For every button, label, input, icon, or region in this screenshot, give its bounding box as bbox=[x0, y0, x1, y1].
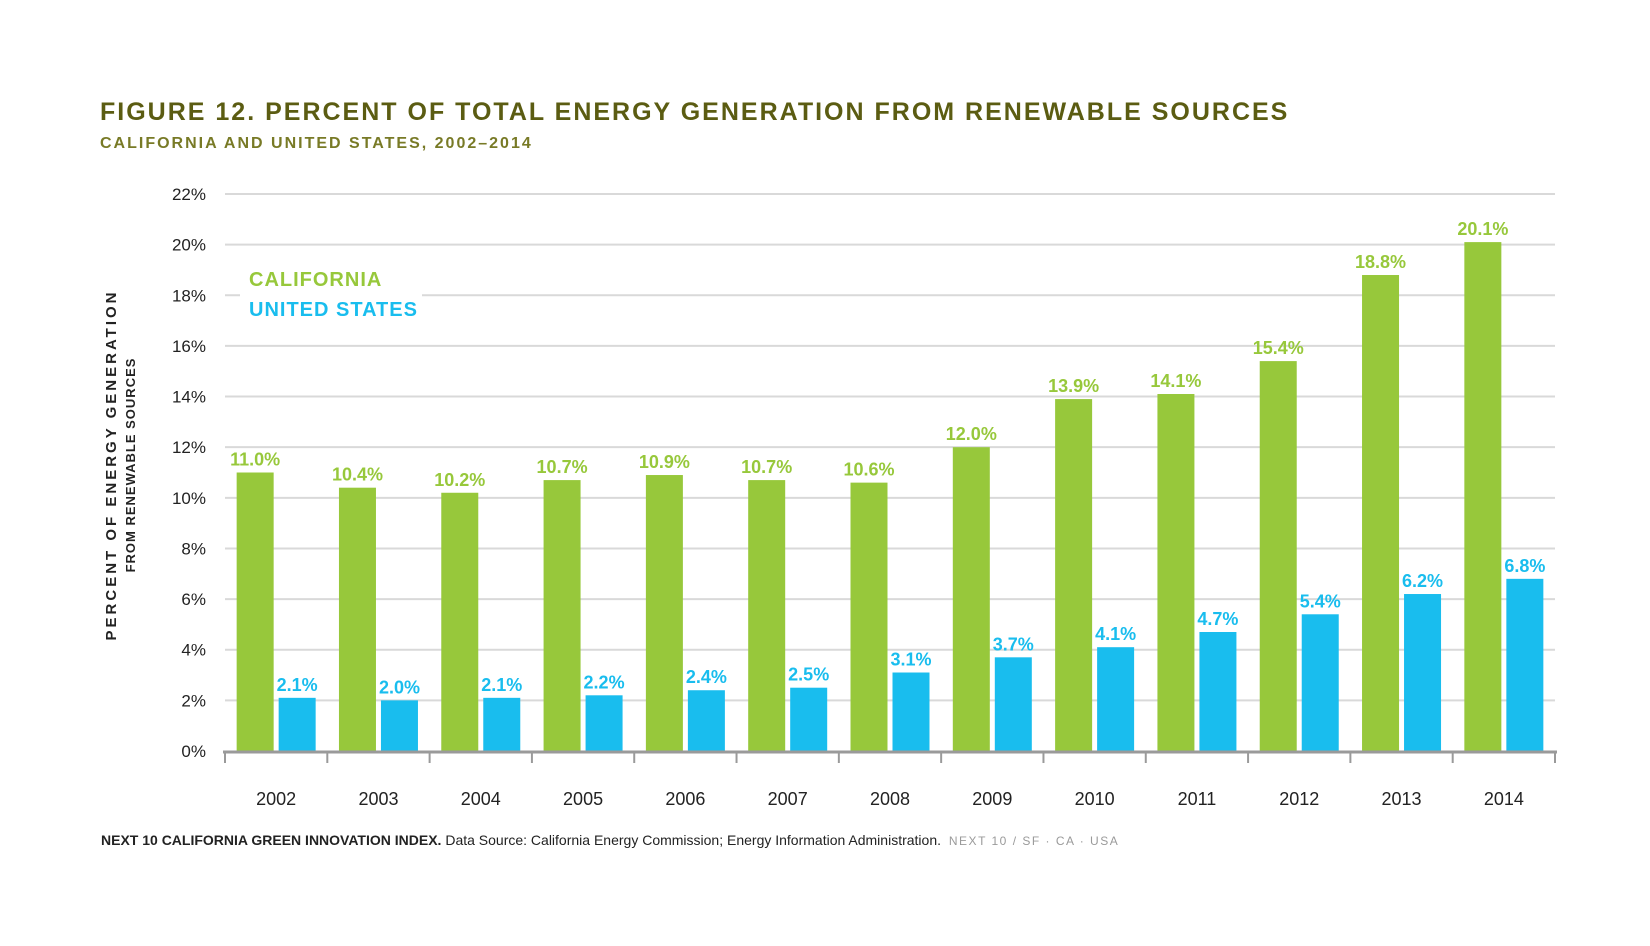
bar-united-states-2013 bbox=[1404, 594, 1442, 751]
y-tick-label: 22% bbox=[172, 185, 206, 204]
x-tick-label: 2007 bbox=[768, 789, 808, 809]
data-label: 13.9% bbox=[1048, 376, 1099, 396]
bar-california-2005 bbox=[543, 480, 581, 751]
y-axis-label: PERCENT OF ENERGY GENERATION FROM RENEWAB… bbox=[103, 290, 138, 641]
x-tick-label: 2004 bbox=[461, 789, 501, 809]
data-label: 6.2% bbox=[1402, 571, 1443, 591]
data-label: 3.7% bbox=[993, 634, 1034, 654]
legend-item-california: CALIFORNIA bbox=[249, 269, 382, 291]
data-label: 6.8% bbox=[1504, 556, 1545, 576]
y-tick-label: 18% bbox=[172, 286, 206, 305]
bar-california-2009 bbox=[952, 447, 990, 751]
data-label: 4.7% bbox=[1197, 609, 1238, 629]
data-label: 4.1% bbox=[1095, 624, 1136, 644]
data-label: 10.7% bbox=[741, 457, 792, 477]
bar-united-states-2011 bbox=[1199, 632, 1237, 751]
bar-california-2007 bbox=[748, 480, 786, 751]
y-tick-label: 10% bbox=[172, 489, 206, 508]
bar-united-states-2007 bbox=[790, 687, 828, 751]
data-labels: 11.0% 2.1% 10.4% 2.0% 10.2% 2.1% 10.7% 2.2% 10.9… bbox=[230, 219, 1545, 697]
bars bbox=[236, 242, 1544, 751]
x-tick-label: 2005 bbox=[563, 789, 603, 809]
chart-subtitle: CALIFORNIA AND UNITED STATES, 2002–2014 bbox=[100, 135, 533, 152]
y-tick-label: 4% bbox=[181, 641, 206, 660]
y-tick-label: 6% bbox=[181, 590, 206, 609]
bar-california-2012 bbox=[1259, 361, 1297, 751]
footer-data-source: Data Source: California Energy Commissio… bbox=[445, 832, 941, 848]
data-label: 10.9% bbox=[639, 452, 690, 472]
y-tick-label: 2% bbox=[181, 691, 206, 710]
footer-index-name: NEXT 10 CALIFORNIA GREEN INNOVATION INDE… bbox=[101, 832, 442, 848]
bar-california-2014 bbox=[1464, 242, 1502, 751]
footer: NEXT 10 CALIFORNIA GREEN INNOVATION INDE… bbox=[101, 832, 1119, 848]
data-label: 15.4% bbox=[1253, 338, 1304, 358]
data-label: 2.4% bbox=[686, 667, 727, 687]
bar-united-states-2008 bbox=[892, 672, 930, 751]
bar-california-2013 bbox=[1362, 275, 1400, 751]
data-label: 5.4% bbox=[1300, 591, 1341, 611]
y-tick-label: 14% bbox=[172, 388, 206, 407]
x-tick-label: 2009 bbox=[972, 789, 1012, 809]
y-tick-label: 16% bbox=[172, 337, 206, 356]
y-axis-title: PERCENT OF ENERGY GENERATION bbox=[103, 290, 120, 641]
data-label: 2.1% bbox=[481, 675, 522, 695]
x-tick-label: 2013 bbox=[1382, 789, 1422, 809]
data-label: 2.0% bbox=[379, 677, 420, 697]
legend-item-united-states: UNITED STATES bbox=[249, 299, 418, 321]
legend-background bbox=[240, 264, 422, 324]
chart-title: FIGURE 12. PERCENT OF TOTAL ENERGY GENER… bbox=[100, 98, 1290, 126]
data-label: 10.6% bbox=[843, 460, 894, 480]
x-tick-label: 2011 bbox=[1178, 789, 1217, 809]
legend: CALIFORNIA UNITED STATES bbox=[240, 264, 422, 324]
bar-united-states-2006 bbox=[687, 690, 725, 751]
data-label: 10.2% bbox=[434, 470, 485, 490]
bar-united-states-2002 bbox=[278, 697, 316, 751]
bar-california-2010 bbox=[1055, 399, 1093, 751]
y-axis-subtitle: FROM RENEWABLE SOURCES bbox=[123, 358, 138, 573]
y-tick-label: 0% bbox=[181, 742, 206, 761]
y-axis-ticks: 0% 2% 4% 6% 8% 10% 12% 14% 16% 18% 20% 22% bbox=[172, 185, 206, 761]
data-label: 11.0% bbox=[230, 450, 280, 470]
y-tick-label: 8% bbox=[181, 539, 206, 558]
x-tick-label: 2006 bbox=[665, 789, 705, 809]
bar-united-states-2003 bbox=[380, 700, 418, 751]
data-label: 10.7% bbox=[537, 457, 588, 477]
bar-california-2004 bbox=[441, 492, 479, 751]
bar-united-states-2004 bbox=[483, 697, 521, 751]
data-label: 2.2% bbox=[584, 672, 625, 692]
bar-california-2008 bbox=[850, 482, 888, 751]
bar-united-states-2009 bbox=[994, 657, 1032, 751]
bar-california-2003 bbox=[338, 487, 376, 751]
x-tick-label: 2003 bbox=[358, 789, 398, 809]
x-axis: 2002 2003 2004 2005 2006 2007 2008 2009 2010 2011… bbox=[223, 750, 1557, 809]
bar-california-2011 bbox=[1157, 394, 1195, 751]
data-label: 2.5% bbox=[788, 665, 829, 685]
bar-california-2006 bbox=[645, 475, 683, 751]
data-label: 14.1% bbox=[1150, 371, 1201, 391]
data-label: 3.1% bbox=[890, 650, 931, 670]
bar-united-states-2012 bbox=[1301, 614, 1339, 751]
x-tick-label: 2014 bbox=[1484, 789, 1524, 809]
data-label: 12.0% bbox=[946, 424, 997, 444]
data-label: 10.4% bbox=[332, 465, 383, 485]
data-label: 20.1% bbox=[1457, 219, 1508, 239]
footer-brand: NEXT 10 / SF · CA · USA bbox=[948, 834, 1120, 848]
x-tick-label: 2012 bbox=[1279, 789, 1319, 809]
x-tick-label: 2010 bbox=[1075, 789, 1115, 809]
bar-united-states-2014 bbox=[1506, 578, 1544, 751]
y-tick-label: 20% bbox=[172, 236, 206, 255]
x-tick-label: 2002 bbox=[256, 789, 296, 809]
data-label: 18.8% bbox=[1355, 252, 1406, 272]
bar-united-states-2010 bbox=[1097, 647, 1135, 751]
x-tick-label: 2008 bbox=[870, 789, 910, 809]
bar-united-states-2005 bbox=[585, 695, 623, 751]
bar-california-2002 bbox=[236, 472, 274, 751]
y-tick-label: 12% bbox=[172, 438, 206, 457]
data-label: 2.1% bbox=[277, 675, 318, 695]
